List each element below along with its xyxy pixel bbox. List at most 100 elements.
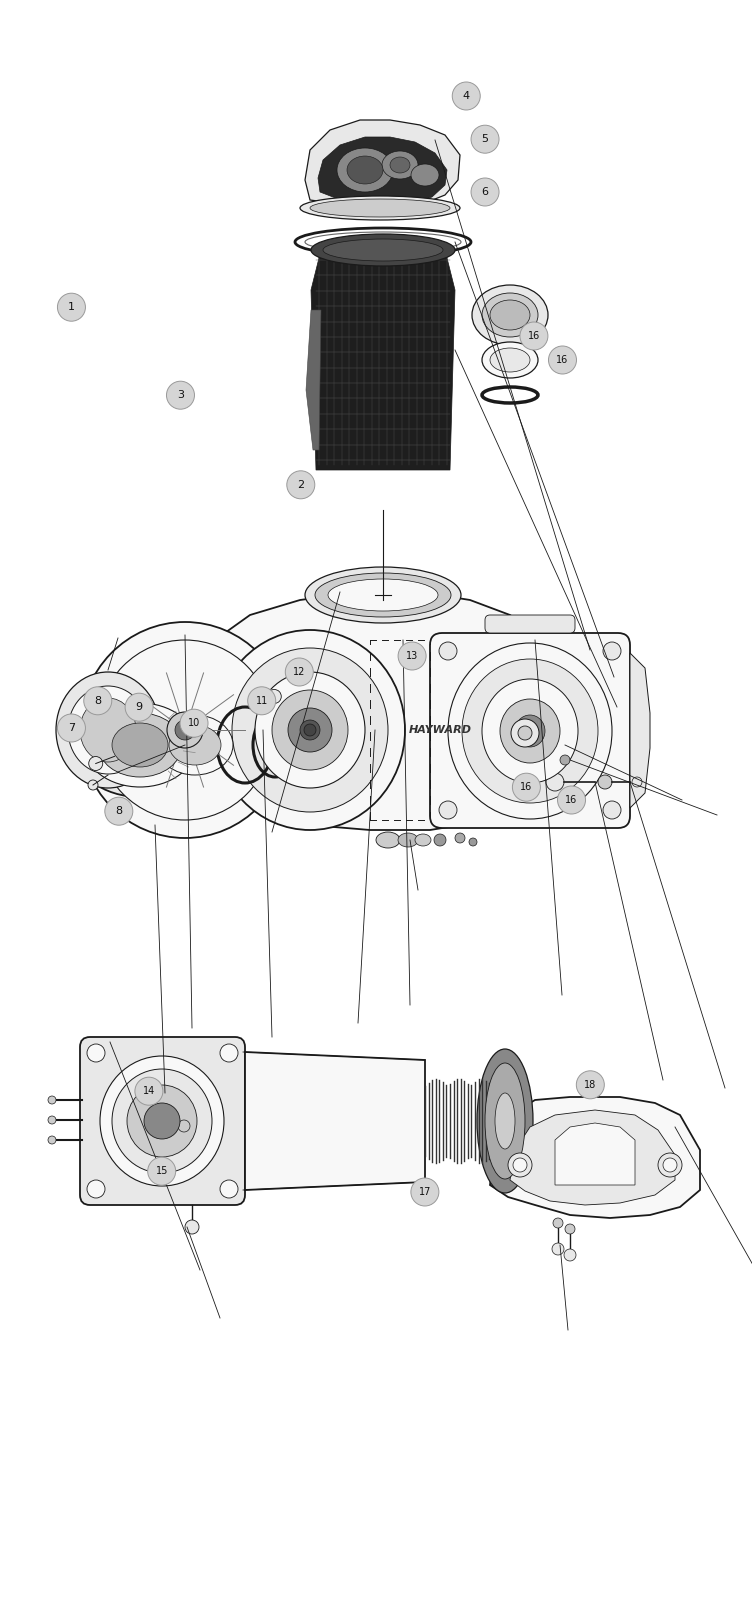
Circle shape xyxy=(632,778,642,787)
Circle shape xyxy=(57,714,86,742)
Ellipse shape xyxy=(80,622,290,838)
Ellipse shape xyxy=(390,157,410,173)
Circle shape xyxy=(557,738,573,754)
Ellipse shape xyxy=(169,725,221,765)
Ellipse shape xyxy=(482,293,538,338)
Text: 2: 2 xyxy=(297,480,305,490)
Circle shape xyxy=(452,82,481,110)
Ellipse shape xyxy=(337,149,393,192)
Ellipse shape xyxy=(490,301,530,330)
Ellipse shape xyxy=(100,1056,224,1186)
Ellipse shape xyxy=(382,150,418,179)
Text: 8: 8 xyxy=(94,696,102,706)
Circle shape xyxy=(557,786,586,814)
Polygon shape xyxy=(555,739,575,755)
Ellipse shape xyxy=(522,698,558,742)
Circle shape xyxy=(180,709,208,738)
Circle shape xyxy=(398,642,426,670)
Circle shape xyxy=(147,1157,176,1186)
Circle shape xyxy=(469,838,477,846)
Ellipse shape xyxy=(84,702,196,787)
Circle shape xyxy=(434,834,446,846)
Polygon shape xyxy=(630,653,650,808)
Ellipse shape xyxy=(398,834,418,846)
Circle shape xyxy=(513,1158,527,1171)
Ellipse shape xyxy=(72,693,208,797)
Ellipse shape xyxy=(347,157,383,184)
Circle shape xyxy=(439,802,457,819)
Ellipse shape xyxy=(495,1093,515,1149)
Ellipse shape xyxy=(472,285,548,346)
Circle shape xyxy=(285,658,314,686)
FancyBboxPatch shape xyxy=(80,1037,245,1205)
Text: 1: 1 xyxy=(68,302,75,312)
Ellipse shape xyxy=(147,707,243,782)
Polygon shape xyxy=(245,1053,425,1190)
Circle shape xyxy=(658,1154,682,1178)
Circle shape xyxy=(304,723,316,736)
Text: 16: 16 xyxy=(528,331,540,341)
Circle shape xyxy=(546,773,564,790)
Circle shape xyxy=(105,797,133,826)
Text: 12: 12 xyxy=(293,667,305,677)
Ellipse shape xyxy=(482,342,538,378)
Circle shape xyxy=(455,834,465,843)
Circle shape xyxy=(598,774,612,789)
Ellipse shape xyxy=(462,659,598,803)
Ellipse shape xyxy=(376,832,400,848)
Ellipse shape xyxy=(232,648,388,813)
Ellipse shape xyxy=(288,707,332,752)
Ellipse shape xyxy=(411,165,439,186)
Ellipse shape xyxy=(515,715,545,747)
Circle shape xyxy=(603,642,621,659)
Polygon shape xyxy=(306,310,321,450)
Circle shape xyxy=(135,1077,163,1106)
Polygon shape xyxy=(555,1123,635,1186)
Circle shape xyxy=(471,178,499,206)
Circle shape xyxy=(57,293,86,322)
Circle shape xyxy=(512,773,541,802)
Polygon shape xyxy=(311,250,455,470)
Polygon shape xyxy=(510,1110,675,1205)
Ellipse shape xyxy=(323,238,443,261)
Circle shape xyxy=(48,1117,56,1123)
Polygon shape xyxy=(318,138,447,206)
Ellipse shape xyxy=(500,699,560,763)
Ellipse shape xyxy=(175,720,195,739)
Circle shape xyxy=(220,1181,238,1198)
Circle shape xyxy=(83,686,112,715)
Ellipse shape xyxy=(477,1050,533,1194)
Circle shape xyxy=(87,1043,105,1062)
Circle shape xyxy=(87,1181,105,1198)
Circle shape xyxy=(565,1224,575,1234)
Circle shape xyxy=(552,1243,564,1254)
Ellipse shape xyxy=(112,723,168,766)
Circle shape xyxy=(663,1158,677,1171)
Ellipse shape xyxy=(97,640,273,819)
Polygon shape xyxy=(185,592,572,830)
Text: 15: 15 xyxy=(156,1166,168,1176)
Circle shape xyxy=(48,1136,56,1144)
Text: 16: 16 xyxy=(520,782,532,792)
Ellipse shape xyxy=(300,720,320,739)
Ellipse shape xyxy=(528,706,552,734)
Text: 5: 5 xyxy=(481,134,489,144)
Circle shape xyxy=(178,1120,190,1133)
Circle shape xyxy=(576,1070,605,1099)
Circle shape xyxy=(185,1219,199,1234)
Ellipse shape xyxy=(98,714,182,778)
Ellipse shape xyxy=(127,1085,197,1157)
Ellipse shape xyxy=(310,198,450,218)
Circle shape xyxy=(471,125,499,154)
Text: 9: 9 xyxy=(135,702,143,712)
Circle shape xyxy=(125,693,153,722)
Text: 6: 6 xyxy=(481,187,489,197)
Circle shape xyxy=(439,642,457,659)
Ellipse shape xyxy=(485,1062,525,1179)
Text: 11: 11 xyxy=(256,696,268,706)
Ellipse shape xyxy=(300,195,460,219)
Circle shape xyxy=(89,757,103,771)
Ellipse shape xyxy=(255,672,365,787)
FancyBboxPatch shape xyxy=(485,614,575,634)
Circle shape xyxy=(520,322,548,350)
